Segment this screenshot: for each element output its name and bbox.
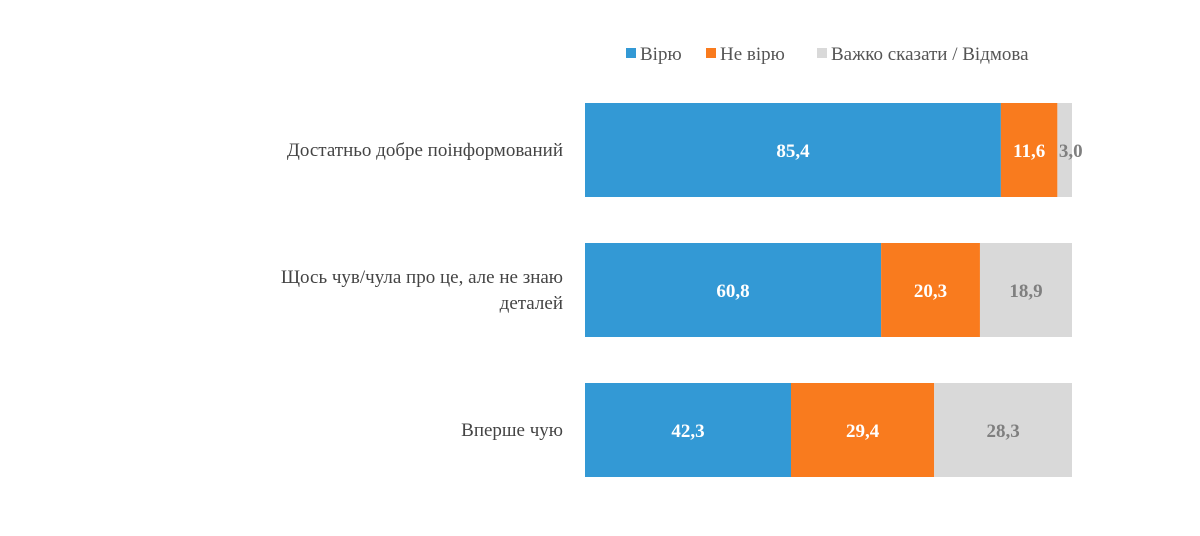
legend-swatch-0 [626,48,636,58]
legend-swatch-2 [817,48,827,58]
bar-segment-1 [1000,103,1058,197]
legend-label-0: Вірю [640,44,682,65]
bar-segment-2 [979,243,1072,337]
bar-segment-0 [585,103,1001,197]
bar-segment-1 [881,243,980,337]
bar-segment-2 [1057,103,1072,197]
data-label: 29,4 [846,421,880,442]
data-label: 85,4 [776,141,810,162]
category-label: Вперше чую [461,420,563,441]
data-label: 28,3 [986,421,1019,442]
category-label: Щось чув/чула про це, але не знаю [281,267,563,288]
data-label: 11,6 [1013,141,1045,162]
bar-segment-1 [791,383,935,477]
data-label: 42,3 [671,421,704,442]
category-label: деталей [500,293,563,314]
data-label: 20,3 [914,281,947,302]
bar-segment-2 [934,383,1072,477]
data-label: 18,9 [1009,281,1042,302]
legend-swatch-1 [706,48,716,58]
bar-segment-0 [585,383,792,477]
legend-label-1: Не вірю [720,44,785,65]
data-label: 60,8 [716,281,749,302]
bar-segment-0 [585,243,882,337]
legend-label-2: Важко сказати / Відмова [831,44,1029,65]
category-label: Достатньо добре поінформований [287,140,563,161]
data-label: 3,0 [1059,141,1083,162]
